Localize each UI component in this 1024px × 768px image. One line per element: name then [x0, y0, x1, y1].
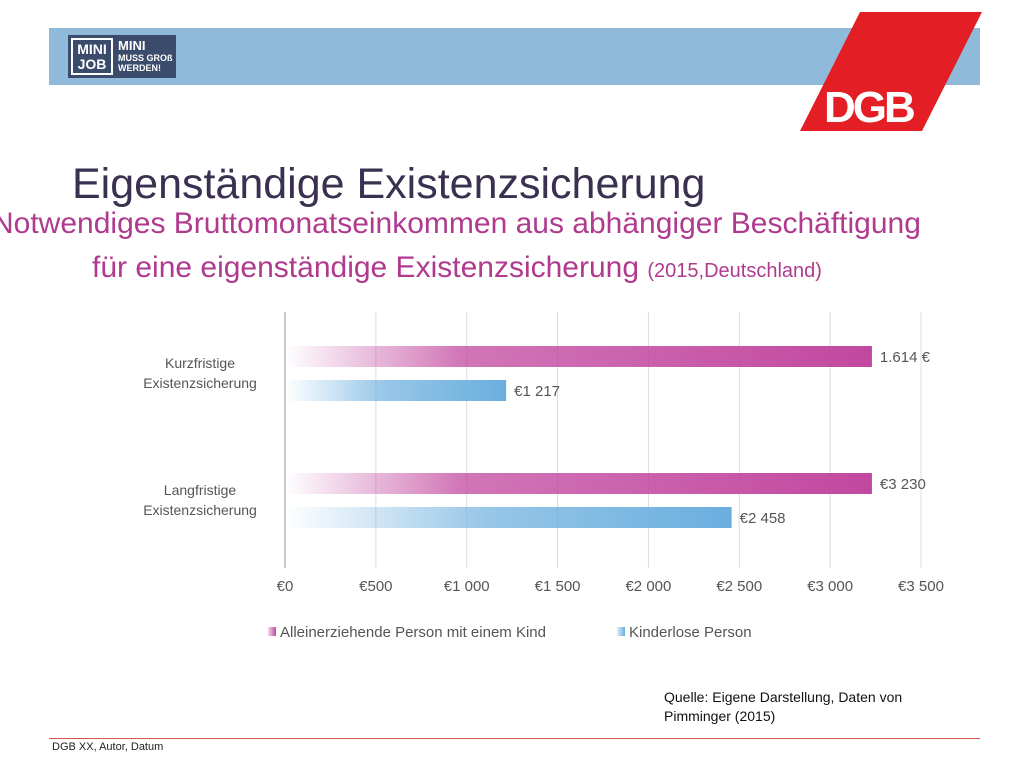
bar [285, 380, 507, 401]
source-line-1: Quelle: Eigene Darstellung, Daten von [664, 689, 903, 705]
header-bar [49, 28, 980, 85]
mini-job-logo: MINI JOB MINI MUSS GROß WERDEN! [68, 35, 176, 78]
data-label: €1 217 [514, 383, 560, 400]
data-label: €2 458 [740, 510, 786, 527]
subtitle-line-1: Notwendiges Bruttomonatseinkommen aus ab… [0, 207, 921, 240]
x-tick-label: €3 500 [898, 578, 944, 595]
bar [285, 346, 872, 367]
mini-job-logo-right: MINI MUSS GROß WERDEN! [118, 38, 173, 74]
x-tick-label: €0 [277, 578, 294, 595]
x-tick-label: €1 000 [444, 578, 490, 595]
subtitle-line-2-main: für eine eigenständige Existenzsicherung [92, 251, 648, 284]
bar [285, 473, 872, 494]
data-label: 1.614 € [880, 349, 931, 366]
x-tick-label: €3 000 [807, 578, 853, 595]
source-note: Quelle: Eigene Darstellung, Daten von Pi… [664, 688, 944, 726]
mini-job-logo-left: MINI JOB [71, 38, 113, 75]
category-label: Existenzsicherung [143, 375, 257, 391]
data-label: €3 230 [880, 476, 926, 493]
subtitle-line-2: für eine eigenständige Existenzsicherung… [92, 251, 822, 285]
category-label: Langfristige [164, 482, 237, 498]
dgb-logo: DGB [800, 12, 982, 131]
category-label: Kurzfristige [165, 355, 235, 371]
x-tick-label: €2 500 [716, 578, 762, 595]
page-title: Eigenständige Existenzsicherung [72, 160, 706, 208]
category-label: Existenzsicherung [143, 502, 257, 518]
dgb-logo-text: DGB [824, 83, 914, 131]
legend-swatch [617, 627, 625, 636]
legend-label: Kinderlose Person [629, 624, 752, 641]
footer-divider [49, 738, 980, 739]
x-tick-label: €2 000 [625, 578, 671, 595]
x-tick-label: €500 [359, 578, 392, 595]
x-tick-label: €1 500 [535, 578, 581, 595]
subtitle-line-2-note: (2015,Deutschland) [647, 260, 822, 282]
legend-swatch [268, 627, 276, 636]
bar [285, 507, 732, 528]
source-line-2: Pimminger (2015) [664, 708, 776, 724]
footer-text: DGB XX, Autor, Datum [52, 741, 164, 753]
legend-label: Alleinerziehende Person mit einem Kind [280, 624, 546, 641]
